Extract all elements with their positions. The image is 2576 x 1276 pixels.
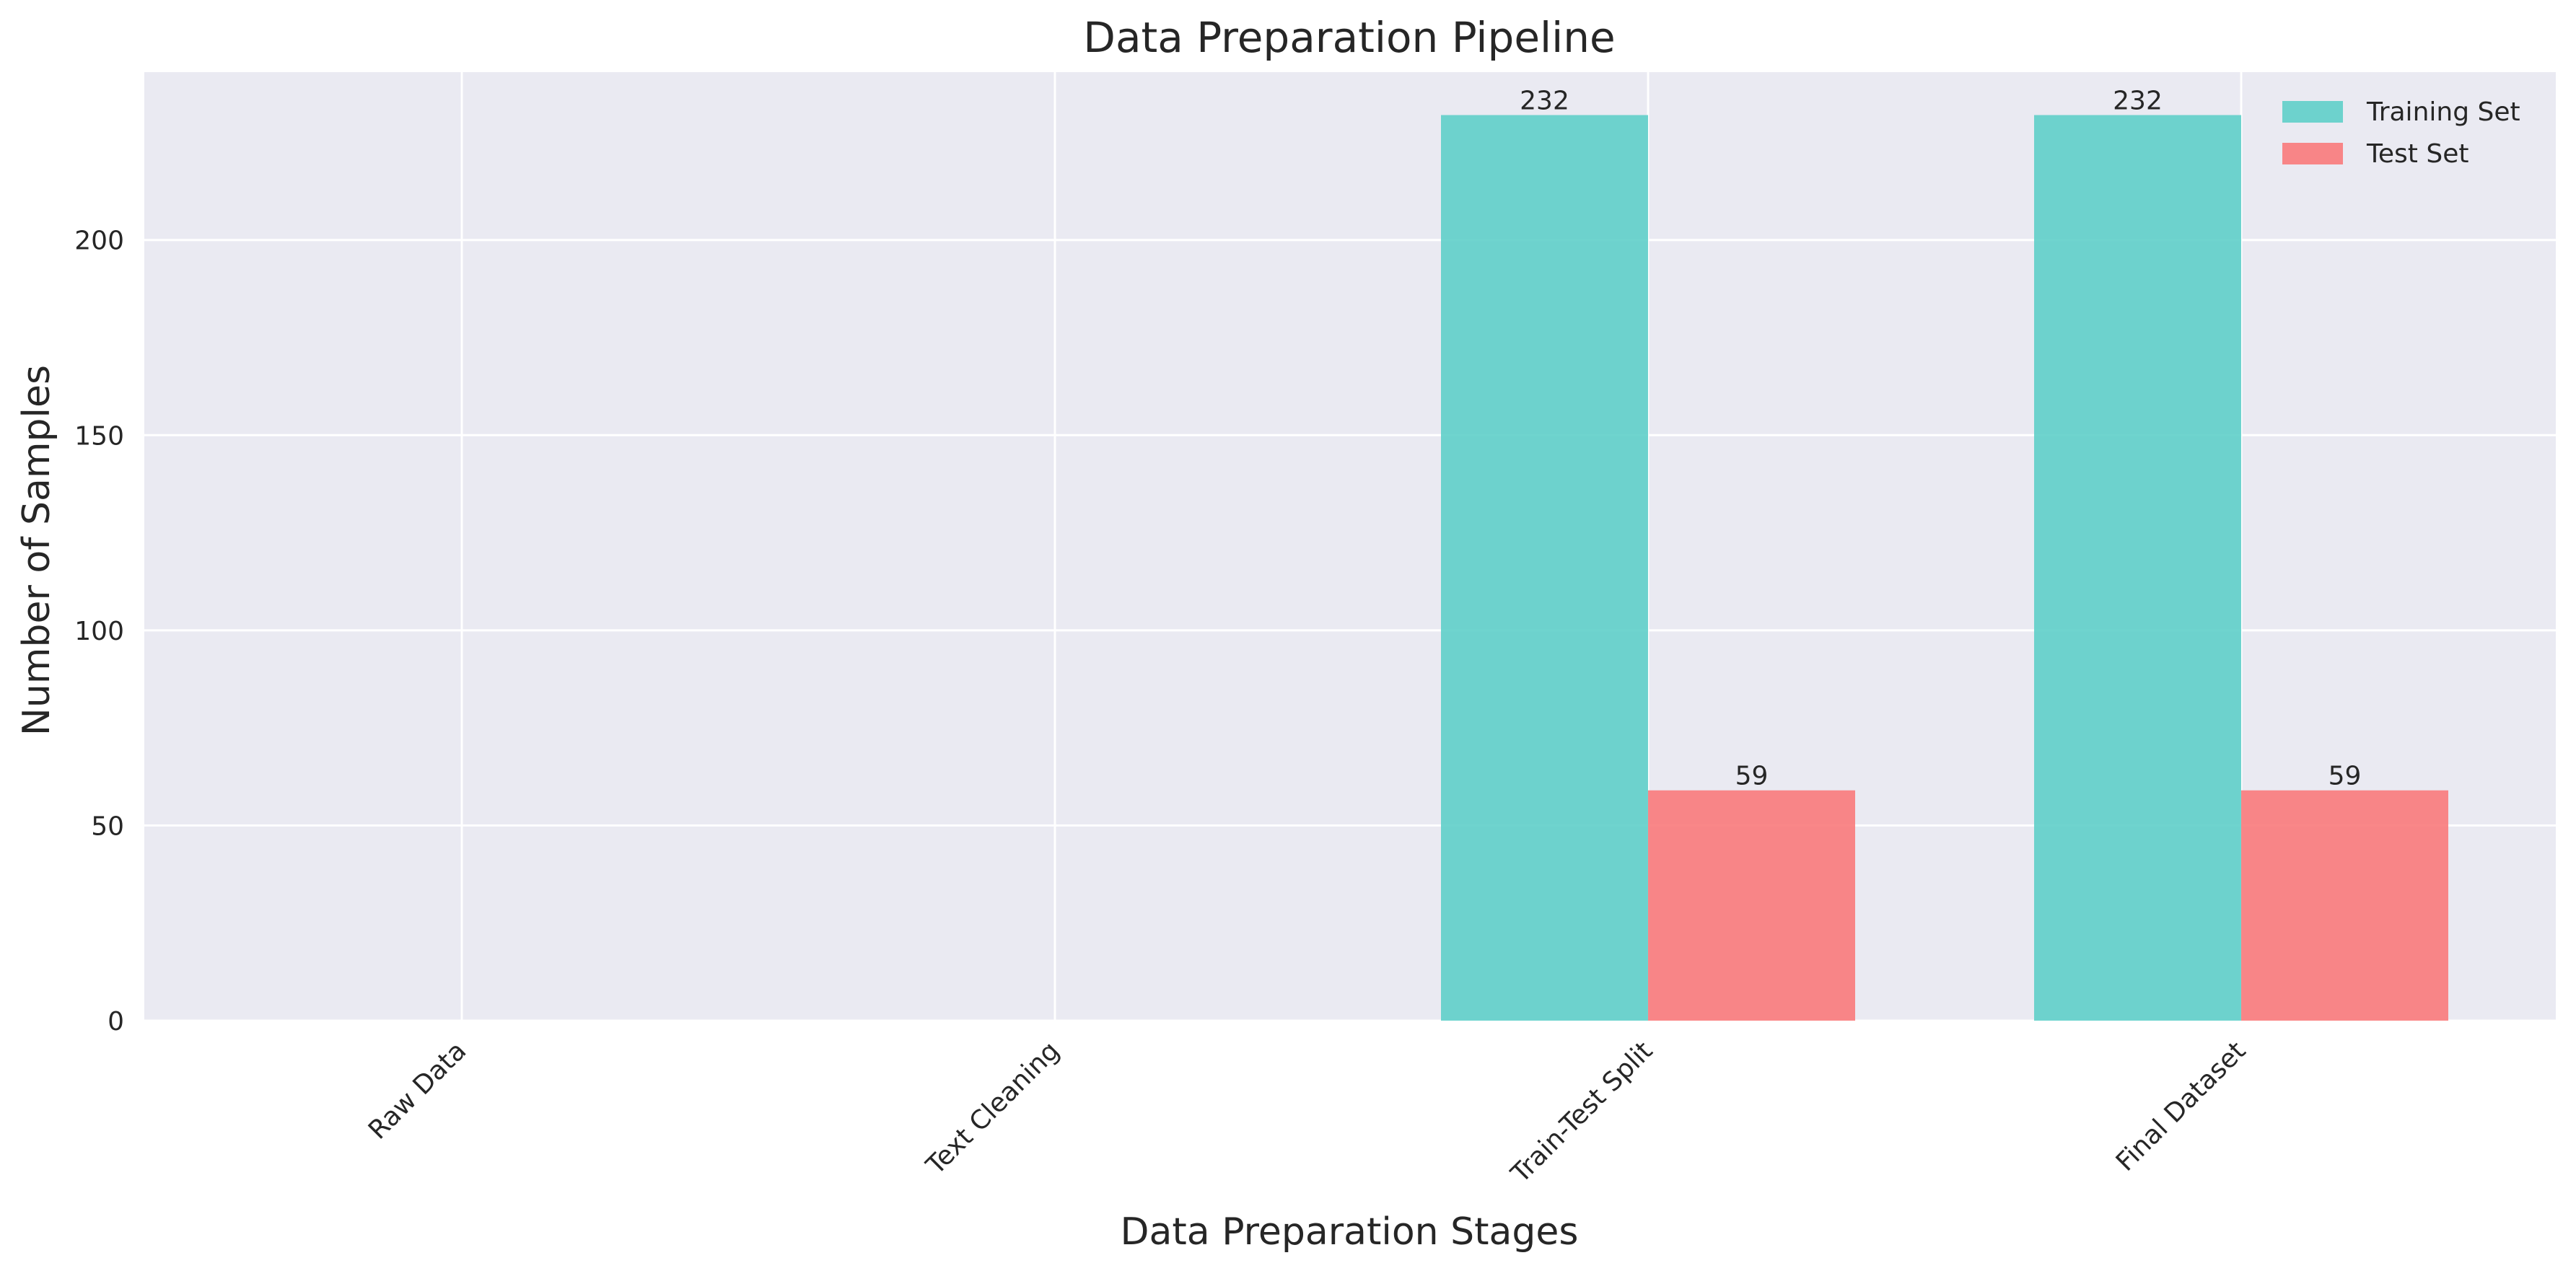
bar-test-set — [1648, 790, 1855, 1021]
y-axis-label: Number of Samples — [15, 365, 58, 736]
data-label: 59 — [1735, 762, 1769, 791]
data-label: 59 — [2329, 762, 2362, 791]
bar-training-set — [2034, 115, 2241, 1021]
bars — [1441, 115, 2448, 1021]
legend-label: Test Set — [2366, 139, 2468, 169]
y-tick-label: 200 — [74, 226, 124, 256]
data-label: 232 — [2113, 87, 2163, 116]
legend-swatch — [2282, 101, 2343, 123]
x-tick-label: Train-Test Split — [1505, 1036, 1658, 1189]
y-tick-label: 100 — [74, 617, 124, 646]
chart-title: Data Preparation Pipeline — [1083, 13, 1615, 62]
bar-test-set — [2241, 790, 2448, 1021]
legend-swatch — [2282, 143, 2343, 164]
x-tick-label: Final Dataset — [2111, 1036, 2251, 1176]
data-label: 232 — [1520, 87, 1569, 116]
bar-training-set — [1441, 115, 1648, 1021]
legend: Training Set Test Set — [2282, 97, 2520, 169]
y-tick-label: 150 — [74, 421, 124, 451]
x-tick-label: Text Cleaning — [920, 1036, 1065, 1181]
x-tick-label: Raw Data — [363, 1036, 472, 1145]
y-tick-label: 50 — [91, 811, 124, 841]
data-labels: 232 232 59 59 — [1520, 87, 2361, 791]
x-axis-label: Data Preparation Stages — [1121, 1210, 1579, 1254]
y-tick-label: 0 — [108, 1007, 124, 1037]
legend-label: Training Set — [2366, 97, 2520, 127]
